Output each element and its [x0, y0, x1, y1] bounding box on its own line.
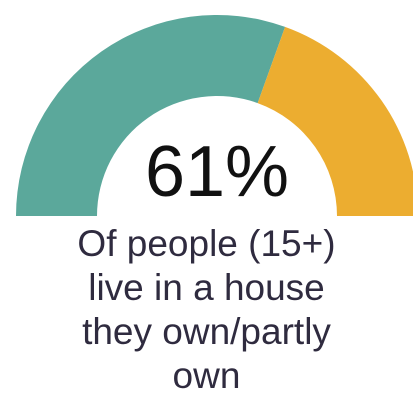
caption-line-1: Of people (15+) [77, 223, 336, 264]
caption-line-2: live in a house [88, 267, 325, 308]
caption-line-4: own [172, 355, 241, 396]
gauge-chart: 61% [16, 14, 413, 217]
gauge-value-label: 61% [145, 132, 289, 212]
gauge-segment-other [257, 26, 413, 216]
gauge-segment-own [16, 14, 286, 217]
gauge-caption: Of people (15+) live in a house they own… [0, 222, 413, 398]
caption-line-3: they own/partly [82, 311, 331, 352]
